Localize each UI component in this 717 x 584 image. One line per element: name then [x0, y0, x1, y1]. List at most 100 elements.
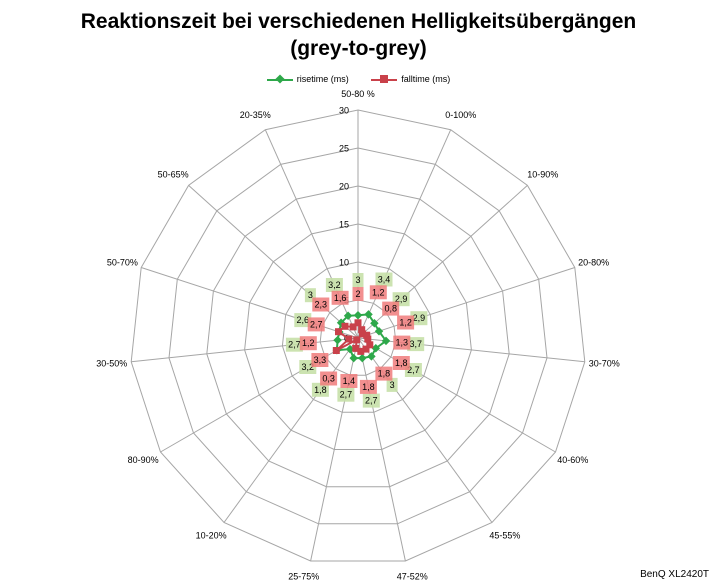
legend-label-falltime: falltime (ms): [401, 74, 451, 84]
falltime-label-bg: [320, 371, 338, 386]
risetime-marker: [353, 310, 363, 320]
category-label: 10-90%: [527, 170, 558, 180]
falltime-label-bg: [382, 301, 400, 316]
falltime-data-label: 1,8: [362, 382, 375, 392]
category-label: 45-55%: [489, 530, 520, 540]
risetime-marker: [374, 326, 384, 336]
legend-item-falltime: falltime (ms): [371, 74, 450, 84]
falltime-data-label: 0,3: [322, 374, 335, 384]
risetime-marker: [381, 336, 391, 346]
falltime-data-label: 1,2: [399, 318, 412, 328]
risetime-label-bg: [407, 337, 425, 352]
risetime-label-bg: [285, 337, 303, 352]
grid-spoke: [357, 129, 452, 339]
falltime-label-bg: [397, 315, 415, 330]
risetime-data-label: 2,6: [297, 315, 310, 325]
risetime-data-label: 2,9: [413, 313, 426, 323]
legend-swatch-falltime: [371, 74, 398, 84]
risetime-data-label: 3,2: [302, 362, 315, 372]
grid-ring: [244, 223, 472, 450]
falltime-marker: [363, 331, 371, 339]
legend-label-risetime: risetime (ms): [296, 74, 349, 84]
category-label: 47-52%: [397, 572, 428, 582]
radial-tick-label: 15: [339, 220, 349, 230]
risetime-label-bg: [325, 278, 343, 292]
risetime-label-bg: [304, 288, 316, 303]
risetime-data-label: 3: [355, 275, 360, 285]
falltime-marker: [362, 345, 370, 353]
grid-ring: [130, 109, 586, 562]
falltime-data-label: 2,3: [315, 300, 328, 310]
risetime-data-label: 3,4: [378, 275, 391, 285]
risetime-marker: [364, 310, 373, 319]
risetime-data-label: 2,7: [365, 396, 378, 406]
radial-tick-label: 10: [339, 258, 349, 268]
risetime-data-label: 2,7: [288, 340, 301, 350]
category-label: 50-80 %: [341, 89, 375, 99]
falltime-data-label: 1,8: [395, 358, 408, 368]
falltime-label-bg: [375, 366, 393, 381]
grid-ring: [281, 261, 435, 413]
risetime-marker: [358, 353, 367, 363]
risetime-marker: [333, 335, 342, 345]
falltime-marker: [341, 322, 349, 330]
legend-swatch-risetime: [266, 73, 293, 84]
category-label: 0-100%: [445, 110, 476, 120]
falltime-label-bg: [392, 356, 410, 370]
chart-title: Reaktionszeit bei verschiedenen Helligke…: [0, 8, 717, 62]
risetime-label-bg: [337, 387, 355, 402]
falltime-marker: [349, 323, 357, 331]
risetime-marker: [349, 353, 358, 363]
risetime-label-bg: [375, 272, 393, 287]
chart-title-line-1: Reaktionszeit bei verschiedenen Helligke…: [80, 10, 637, 33]
category-label: 40-60%: [557, 455, 588, 465]
falltime-marker: [353, 336, 361, 344]
falltime-data-label: 2: [355, 289, 360, 299]
risetime-label-bg: [386, 377, 398, 392]
falltime-data-label: 1,2: [372, 287, 385, 297]
category-label: 25-75%: [288, 572, 319, 582]
falltime-data-label: 3,3: [314, 355, 327, 365]
falltime-label-bg: [299, 336, 317, 351]
category-label: 50-65%: [158, 170, 189, 180]
category-label: 10-20%: [196, 530, 227, 540]
risetime-data-label: 3: [390, 380, 395, 390]
falltime-data-label: 1,2: [302, 338, 315, 348]
falltime-marker: [366, 341, 374, 349]
falltime-marker: [354, 319, 362, 327]
risetime-marker: [343, 311, 353, 321]
grid-spoke: [357, 337, 585, 363]
grid-spoke: [357, 337, 406, 562]
grid-spoke: [357, 337, 556, 453]
falltime-data-label: 0,8: [384, 304, 397, 314]
radial-tick-label: 30: [339, 106, 349, 116]
grid-spoke: [357, 267, 575, 339]
falltime-label-bg: [331, 290, 349, 305]
grid-ring: [168, 147, 548, 525]
risetime-label-bg: [294, 313, 312, 328]
risetime-label-bg: [352, 273, 364, 287]
falltime-marker: [345, 335, 353, 343]
risetime-marker: [367, 352, 376, 361]
falltime-marker: [359, 330, 366, 338]
falltime-marker: [358, 326, 366, 334]
falltime-label-bg: [352, 287, 364, 301]
falltime-data-label: 1,4: [343, 376, 356, 386]
risetime-data-label: 3,2: [328, 280, 341, 290]
radial-tick-label: 25: [339, 144, 349, 154]
falltime-label-bg: [312, 297, 330, 312]
radial-tick-label: 20: [339, 182, 349, 192]
falltime-data-label: 2,7: [310, 319, 323, 329]
falltime-label-bg: [393, 335, 411, 350]
category-label: 20-35%: [240, 110, 271, 120]
risetime-label-bg: [410, 311, 428, 326]
monitor-model-label: BenQ XL2420T: [640, 569, 709, 580]
category-label: 30-70%: [589, 359, 620, 369]
category-label: 50-70%: [107, 258, 138, 268]
risetime-data-label: 3: [308, 290, 313, 300]
legend-item-risetime: risetime (ms): [266, 73, 349, 84]
grid-ring: [206, 185, 510, 488]
grid-spoke: [188, 185, 359, 339]
falltime-marker: [364, 335, 372, 343]
